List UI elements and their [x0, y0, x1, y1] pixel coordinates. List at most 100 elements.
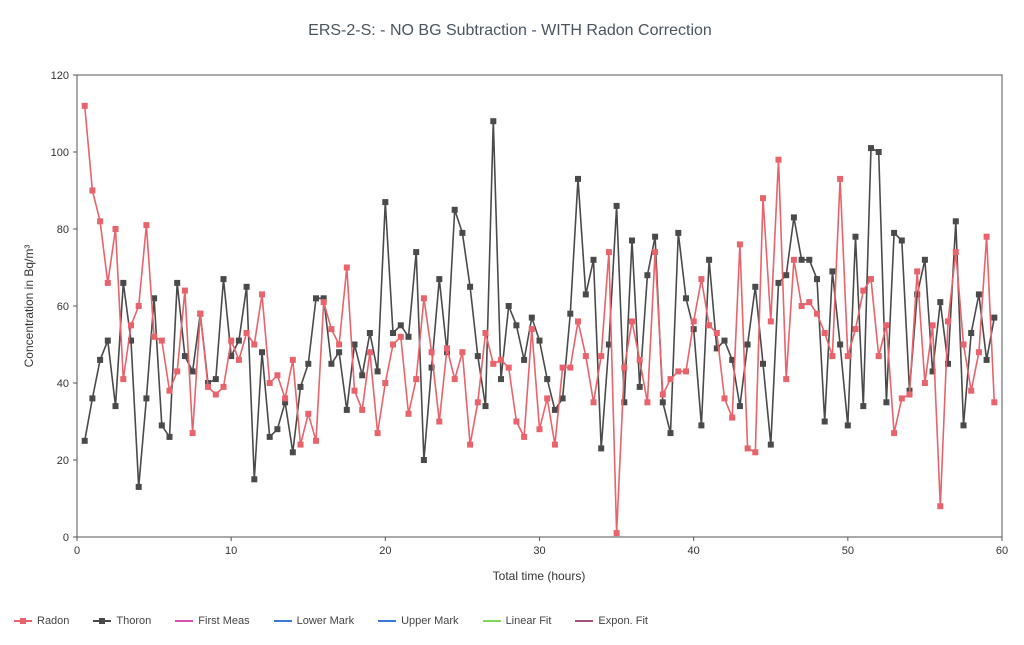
data-point-radon — [760, 195, 766, 202]
data-point-thoron — [151, 295, 158, 302]
legend-swatch-icon — [93, 616, 112, 626]
data-point-radon — [251, 341, 258, 348]
data-point-radon — [798, 303, 805, 309]
data-point-thoron — [459, 229, 466, 236]
chart-title: ERS-2-S: - NO BG Subtraction - WITH Rado… — [308, 22, 712, 39]
data-point-thoron — [528, 314, 535, 321]
data-point-radon — [729, 414, 736, 421]
data-point-radon — [444, 345, 450, 352]
data-point-radon — [744, 445, 751, 452]
data-point-radon — [921, 380, 928, 386]
data-point-thoron — [97, 356, 104, 363]
data-point-radon — [413, 376, 420, 383]
data-point-thoron — [405, 333, 412, 340]
data-point-thoron — [158, 422, 165, 429]
data-point-thoron — [366, 330, 373, 336]
data-point-thoron — [513, 322, 520, 329]
data-point-thoron — [644, 272, 651, 279]
data-point-thoron — [174, 279, 181, 286]
data-point-thoron — [605, 341, 612, 348]
data-point-radon — [112, 226, 119, 232]
data-point-thoron — [81, 437, 88, 444]
data-point-radon — [89, 187, 96, 194]
data-point-radon — [305, 410, 312, 417]
legend-label: Lower Mark — [296, 615, 355, 627]
y-tick-label: 20 — [57, 455, 69, 467]
data-point-radon — [736, 241, 743, 248]
x-tick-label: 50 — [842, 545, 854, 557]
data-point-radon — [120, 376, 127, 383]
data-point-thoron — [228, 353, 235, 360]
data-point-thoron — [821, 418, 828, 425]
data-point-thoron — [806, 256, 813, 263]
series-layer — [81, 102, 998, 537]
data-point-radon — [906, 391, 913, 398]
data-point-thoron — [937, 299, 944, 306]
y-tick-label: 120 — [51, 70, 69, 82]
data-point-radon — [551, 441, 558, 448]
data-point-thoron — [498, 376, 504, 383]
data-point-thoron — [636, 383, 643, 390]
legend-item-lower-mark: Lower Mark — [273, 615, 355, 627]
data-point-radon — [675, 368, 682, 375]
chart: ERS-2-S: - NO BG Subtraction - WITH Rado… — [22, 22, 1008, 583]
x-tick-label: 60 — [996, 545, 1008, 557]
data-point-radon — [783, 376, 790, 383]
data-point-radon — [282, 395, 289, 402]
data-point-thoron — [983, 356, 990, 363]
data-point-thoron — [659, 399, 666, 406]
data-point-radon — [636, 356, 643, 363]
data-point-radon — [814, 310, 820, 317]
data-point-thoron — [390, 330, 396, 336]
data-point-thoron — [744, 341, 751, 348]
data-point-radon — [898, 395, 905, 402]
data-point-radon — [297, 441, 304, 448]
data-point-thoron — [135, 483, 142, 490]
data-point-radon — [343, 264, 350, 271]
data-point-radon — [128, 322, 134, 329]
data-point-thoron — [598, 445, 605, 452]
data-point-thoron — [736, 403, 743, 410]
data-point-thoron — [266, 433, 273, 440]
data-point-thoron — [428, 364, 435, 371]
legend-swatch-icon — [273, 616, 292, 626]
data-point-thoron — [305, 360, 312, 367]
data-point-thoron — [289, 449, 296, 456]
data-point-thoron — [559, 395, 566, 402]
data-point-radon — [428, 349, 435, 356]
data-point-radon — [274, 372, 281, 379]
data-point-thoron — [382, 199, 389, 206]
y-tick-label: 40 — [57, 378, 69, 390]
data-point-radon — [189, 430, 196, 437]
data-point-thoron — [690, 326, 697, 333]
data-point-radon — [983, 233, 990, 240]
data-point-radon — [945, 318, 951, 325]
data-point-radon — [605, 249, 612, 256]
data-point-radon — [952, 249, 959, 256]
data-point-thoron — [783, 272, 790, 279]
data-point-radon — [806, 299, 813, 306]
data-point-thoron — [482, 403, 489, 410]
data-point-thoron — [960, 422, 967, 429]
data-point-radon — [829, 353, 836, 360]
data-point-radon — [420, 295, 427, 302]
data-point-radon — [104, 279, 111, 286]
data-point-thoron — [675, 229, 682, 236]
x-tick-label: 30 — [533, 545, 545, 557]
data-point-radon — [968, 387, 975, 394]
data-point-thoron — [143, 395, 150, 402]
data-point-thoron — [420, 457, 427, 463]
data-point-radon — [81, 102, 88, 109]
series-radon — [81, 102, 998, 537]
data-point-radon — [775, 156, 782, 163]
data-point-radon — [228, 337, 235, 344]
data-point-radon — [474, 399, 481, 406]
data-point-thoron — [521, 356, 528, 363]
data-point-thoron — [829, 268, 836, 275]
data-point-radon — [721, 395, 728, 402]
plot-frame — [76, 74, 1003, 538]
x-axis-title: Total time (hours) — [493, 569, 586, 583]
data-point-thoron — [551, 406, 558, 413]
data-point-radon — [459, 349, 466, 356]
data-point-radon — [629, 318, 635, 325]
